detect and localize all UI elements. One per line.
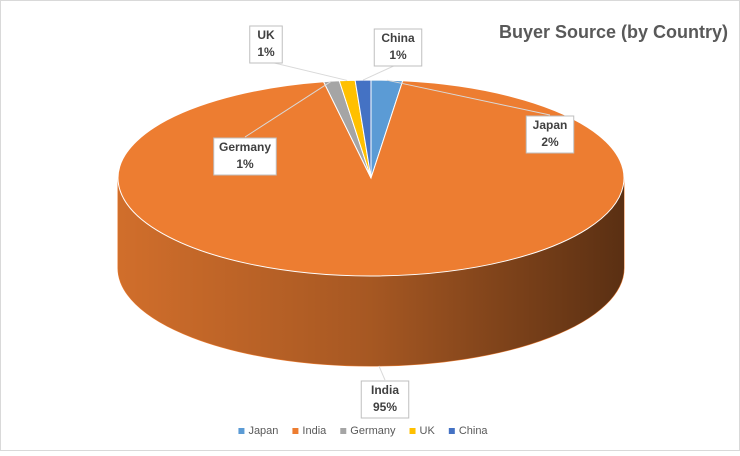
slice (354, 79, 372, 179)
leader-line (362, 63, 399, 81)
label-category: China (381, 31, 415, 45)
label-value: 1% (257, 45, 275, 59)
label-value: 1% (236, 157, 254, 171)
label-box (373, 28, 423, 67)
legend: Japan India Germany UK China (238, 425, 488, 437)
chart-title: Buyer Source (by Country) (499, 22, 728, 42)
data-label: India 95% (360, 380, 410, 419)
data-label: China 1% (373, 28, 423, 67)
slice (117, 80, 625, 277)
data-label: UK 1% (249, 25, 283, 64)
label-category: India (371, 383, 399, 397)
legend-swatch (448, 428, 455, 434)
label-box (213, 137, 277, 176)
label-category: UK (257, 28, 275, 42)
label-box (360, 380, 410, 419)
legend-label: Germany (350, 425, 396, 437)
label-box (249, 25, 283, 64)
data-label: Japan 2% (525, 115, 575, 154)
legend-label: India (302, 425, 327, 437)
legend-swatch (238, 428, 245, 434)
leader-line (265, 60, 348, 81)
legend-label: UK (420, 425, 436, 437)
legend-swatch (292, 428, 299, 434)
label-category: Germany (219, 140, 271, 154)
label-value: 95% (373, 400, 397, 414)
legend-swatch (340, 428, 347, 434)
legend-label: Japan (248, 425, 278, 437)
slice-shade (118, 178, 624, 366)
legend-swatch (409, 428, 416, 434)
leader-line (244, 80, 332, 138)
data-label: Germany 1% (213, 137, 277, 176)
leader-line (386, 79, 551, 116)
leader-line (378, 365, 386, 381)
label-value: 2% (541, 135, 559, 149)
label-box (525, 115, 575, 154)
label-category: Japan (533, 118, 568, 132)
legend-label: China (459, 425, 489, 437)
label-value: 1% (389, 48, 407, 62)
